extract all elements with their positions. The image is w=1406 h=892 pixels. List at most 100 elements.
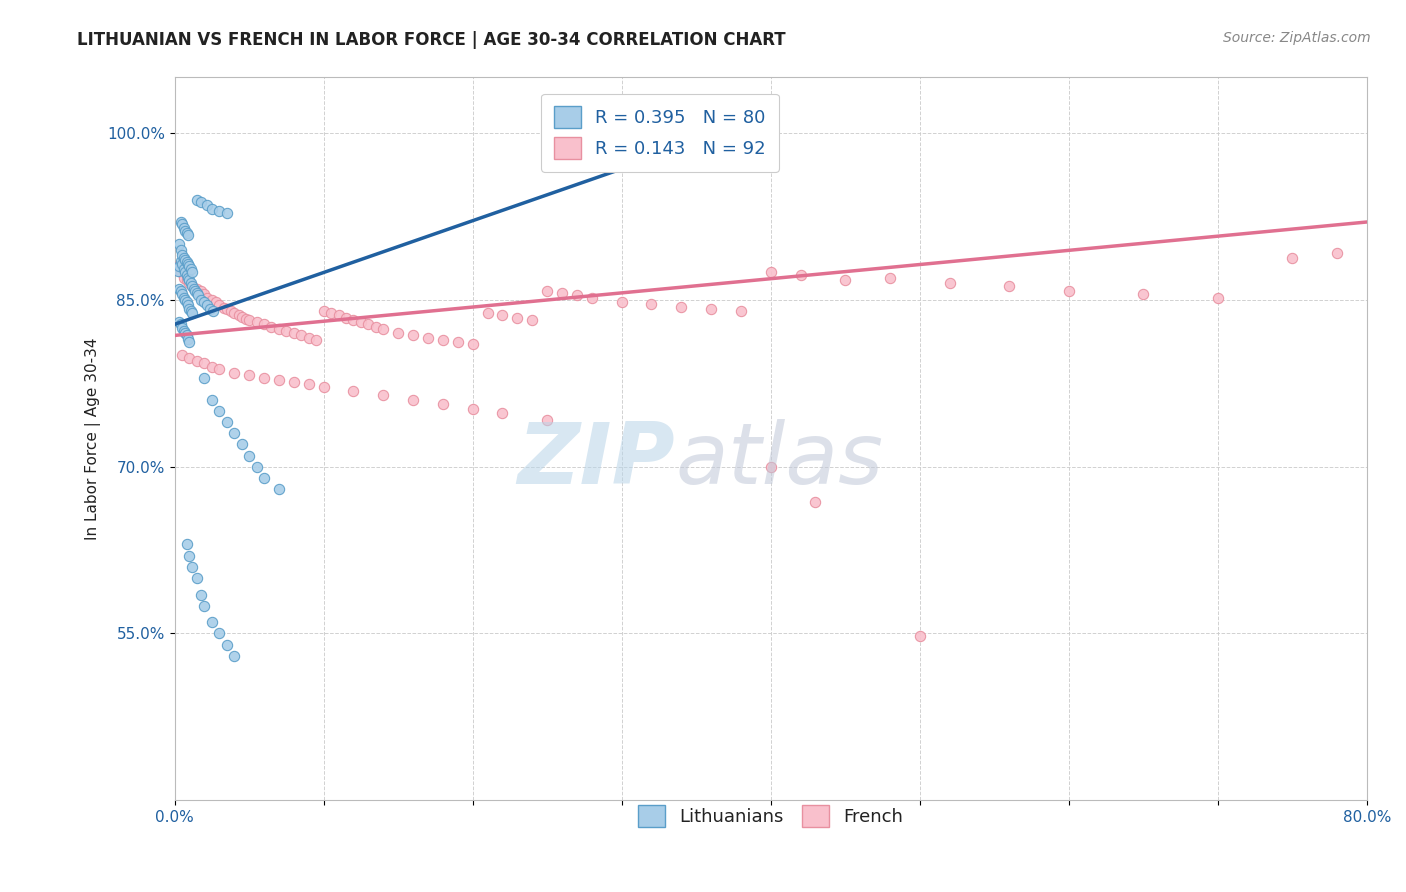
- Point: [298, 377, 321, 392]
- Point: [610, 295, 633, 310]
- Point: [169, 215, 191, 229]
- Point: [224, 426, 246, 441]
- Point: [195, 298, 218, 312]
- Point: [228, 309, 250, 323]
- Point: [879, 270, 901, 285]
- Point: [176, 295, 198, 310]
- Point: [253, 370, 276, 384]
- Point: [834, 273, 856, 287]
- Point: [730, 304, 752, 318]
- Point: [173, 261, 195, 276]
- Point: [447, 335, 470, 350]
- Point: [200, 301, 222, 316]
- Point: [491, 309, 513, 323]
- Point: [581, 291, 603, 305]
- Point: [276, 324, 298, 338]
- Point: [167, 237, 190, 252]
- Point: [477, 306, 499, 320]
- Point: [245, 315, 267, 329]
- Point: [169, 254, 191, 268]
- Point: [174, 265, 197, 279]
- Point: [908, 629, 931, 643]
- Point: [373, 322, 395, 336]
- Point: [195, 291, 218, 305]
- Point: [166, 264, 188, 278]
- Point: [402, 328, 425, 343]
- Point: [170, 348, 193, 362]
- Text: LITHUANIAN VS FRENCH IN LABOR FORCE | AGE 30-34 CORRELATION CHART: LITHUANIAN VS FRENCH IN LABOR FORCE | AG…: [77, 31, 786, 49]
- Point: [179, 549, 201, 563]
- Point: [190, 194, 212, 209]
- Point: [174, 293, 197, 307]
- Point: [167, 315, 190, 329]
- Point: [187, 288, 209, 302]
- Point: [506, 310, 529, 325]
- Point: [177, 270, 200, 285]
- Point: [350, 315, 373, 329]
- Point: [166, 260, 188, 274]
- Text: ZIP: ZIP: [517, 419, 675, 502]
- Point: [342, 313, 364, 327]
- Point: [373, 388, 395, 402]
- Point: [169, 243, 191, 257]
- Point: [260, 319, 283, 334]
- Point: [176, 226, 198, 240]
- Point: [208, 626, 231, 640]
- Point: [536, 284, 558, 298]
- Point: [186, 354, 208, 368]
- Point: [170, 287, 193, 301]
- Point: [245, 459, 267, 474]
- Point: [804, 495, 827, 509]
- Point: [169, 265, 191, 279]
- Point: [290, 328, 312, 343]
- Point: [565, 288, 588, 302]
- Point: [174, 252, 197, 267]
- Point: [202, 304, 225, 318]
- Point: [267, 322, 290, 336]
- Point: [201, 293, 224, 307]
- Point: [461, 337, 484, 351]
- Point: [215, 415, 238, 429]
- Point: [174, 224, 197, 238]
- Point: [215, 206, 238, 220]
- Point: [283, 326, 305, 341]
- Text: Source: ZipAtlas.com: Source: ZipAtlas.com: [1223, 31, 1371, 45]
- Point: [432, 333, 454, 347]
- Point: [179, 301, 201, 316]
- Point: [267, 482, 290, 496]
- Point: [267, 373, 290, 387]
- Point: [215, 301, 238, 316]
- Point: [253, 318, 276, 332]
- Point: [416, 331, 439, 345]
- Point: [170, 320, 193, 334]
- Point: [179, 260, 201, 274]
- Point: [328, 309, 350, 323]
- Point: [231, 310, 253, 324]
- Point: [169, 318, 191, 332]
- Point: [1326, 246, 1348, 260]
- Point: [173, 270, 195, 285]
- Point: [179, 276, 201, 290]
- Point: [173, 291, 195, 305]
- Point: [176, 328, 198, 343]
- Point: [186, 193, 208, 207]
- Point: [167, 260, 190, 274]
- Point: [176, 268, 198, 283]
- Point: [998, 279, 1021, 293]
- Point: [186, 571, 208, 585]
- Point: [231, 437, 253, 451]
- Point: [190, 293, 212, 307]
- Point: [201, 202, 224, 216]
- Point: [181, 306, 204, 320]
- Point: [432, 397, 454, 411]
- Point: [938, 276, 960, 290]
- Point: [180, 261, 202, 276]
- Point: [461, 401, 484, 416]
- Point: [387, 326, 409, 341]
- Point: [176, 273, 198, 287]
- Point: [181, 279, 204, 293]
- Point: [174, 326, 197, 341]
- Point: [201, 392, 224, 407]
- Point: [1206, 291, 1229, 305]
- Point: [759, 459, 782, 474]
